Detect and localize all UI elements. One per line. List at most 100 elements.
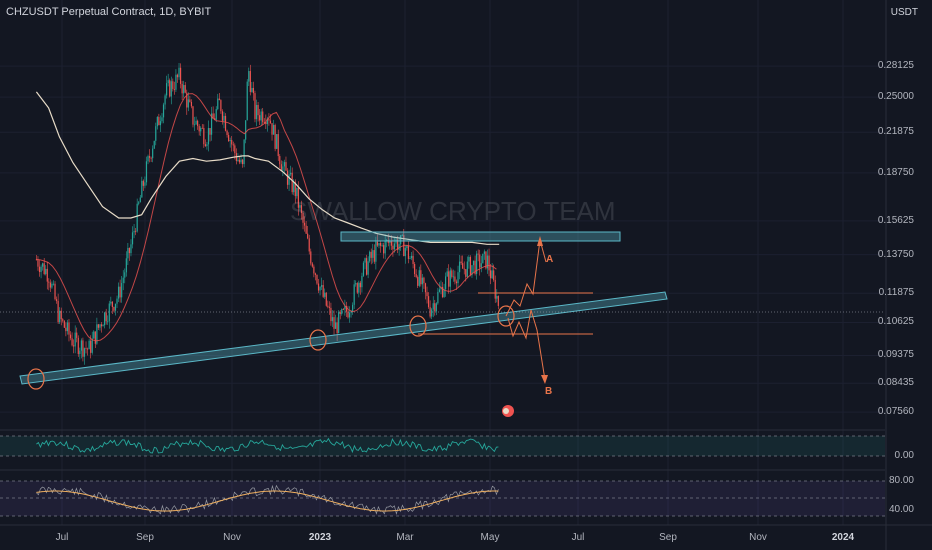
candle-body — [293, 181, 295, 193]
candle-body — [479, 254, 481, 268]
candle-body — [300, 205, 303, 214]
candle-body — [339, 312, 341, 315]
candle-body — [259, 115, 261, 121]
candle-body — [82, 340, 84, 357]
candle-body — [446, 271, 448, 277]
candle-body — [241, 159, 244, 165]
candle-body — [200, 127, 202, 132]
candle-body — [272, 125, 275, 135]
candle-body — [156, 116, 158, 127]
candle-body — [496, 296, 498, 299]
candle-body — [341, 309, 343, 315]
candle-body — [63, 320, 65, 328]
candle-body — [274, 125, 276, 149]
candle-body — [249, 71, 251, 92]
candle-body — [449, 270, 451, 287]
candle-body — [245, 120, 247, 140]
candle-body — [207, 128, 210, 145]
candle-body — [454, 276, 456, 282]
osc2-tick-label: 80.00 — [888, 475, 914, 486]
candle-body — [437, 291, 439, 304]
candle-body — [384, 240, 386, 254]
candle-body — [271, 123, 273, 135]
candle-body — [483, 251, 485, 254]
candle-body — [423, 277, 425, 284]
candle-body — [494, 280, 496, 299]
candle-body — [226, 130, 228, 136]
candle-body — [406, 245, 408, 249]
candle-body — [43, 263, 45, 275]
candle-body — [362, 262, 365, 276]
candle-body — [263, 122, 265, 123]
candle-body — [231, 140, 233, 145]
candle-body — [167, 80, 169, 84]
candle-body — [333, 317, 335, 329]
candle-body — [240, 159, 242, 163]
candle-body — [435, 303, 437, 312]
candle-body — [40, 266, 42, 273]
support-trend-channel — [19, 291, 668, 385]
candle-body — [345, 306, 348, 312]
candle-body — [79, 350, 81, 355]
candle-body — [218, 98, 220, 101]
candle-body — [389, 240, 391, 243]
candle-body — [381, 245, 383, 246]
candle-body — [147, 156, 149, 162]
candle-body — [313, 266, 315, 274]
candle-body — [452, 276, 454, 278]
candle-body — [386, 239, 388, 241]
candle-body — [42, 263, 44, 267]
candle-body — [93, 331, 95, 339]
candle-body — [181, 83, 183, 94]
candle-body — [476, 253, 478, 274]
y-tick-label: 0.15625 — [877, 214, 914, 226]
y-tick-label: 0.08435 — [877, 377, 914, 389]
candle-body — [260, 111, 262, 121]
candle-body — [283, 162, 286, 167]
candle-body — [321, 285, 323, 287]
candle-body — [378, 243, 380, 246]
candle-body — [420, 270, 422, 285]
candle-body — [294, 181, 296, 197]
candle-body — [197, 120, 199, 127]
candle-body — [210, 113, 213, 135]
candle-body — [172, 81, 174, 89]
candle-body — [221, 111, 224, 121]
x-tick-label: Nov — [223, 532, 241, 543]
candle-body — [280, 164, 282, 171]
candle-body — [162, 104, 165, 118]
candle-body — [400, 235, 402, 245]
candle-body — [291, 172, 293, 193]
candle-body — [338, 312, 340, 334]
candle-body — [415, 274, 417, 278]
candle-body — [355, 283, 357, 285]
candle-body — [232, 144, 234, 146]
x-tick-label: 2023 — [308, 532, 332, 543]
candle-body — [277, 134, 279, 157]
candle-body — [463, 268, 465, 270]
candle-body — [117, 286, 120, 299]
candle-body — [330, 307, 332, 322]
candle-body — [243, 139, 245, 165]
candle-body — [83, 348, 86, 357]
candle-body — [229, 140, 231, 142]
candle-body — [359, 282, 361, 288]
candle-body — [410, 255, 413, 259]
candle-body — [457, 272, 459, 284]
candle-body — [88, 340, 90, 350]
candle-body — [336, 322, 338, 334]
candle-body — [48, 281, 50, 283]
candle-body — [192, 106, 194, 125]
x-tick-label: 2024 — [831, 532, 855, 543]
candle-body — [485, 251, 487, 269]
candle-body — [204, 144, 206, 147]
candle-body — [217, 98, 219, 110]
candle-body — [195, 120, 197, 125]
candle-body — [314, 273, 317, 275]
candle-body — [322, 285, 324, 297]
y-tick-label: 0.07560 — [877, 406, 914, 418]
candle-body — [66, 322, 69, 332]
candle-body — [358, 282, 360, 293]
candle-body — [497, 296, 499, 306]
